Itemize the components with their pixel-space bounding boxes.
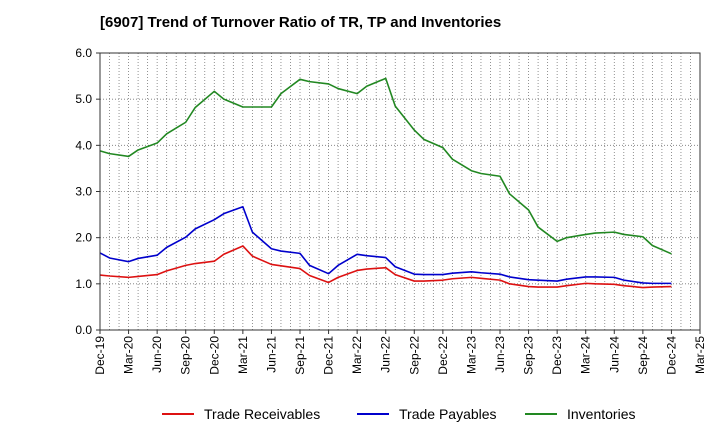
- x-tick-label: Mar-22: [350, 336, 364, 374]
- x-tick-label: Dec-24: [664, 336, 678, 375]
- x-tick-label: Sep-23: [522, 336, 536, 375]
- plot-frame: [99, 52, 701, 331]
- x-tick-label: Sep-24: [636, 336, 650, 375]
- legend-label-trade-receivables: Trade Receivables: [204, 406, 320, 422]
- series-line-trade-payables: [99, 205, 672, 285]
- x-tick-label: Dec-21: [322, 336, 336, 375]
- y-tick-label: 6.0: [75, 46, 92, 60]
- x-tick-label: Dec-20: [207, 336, 221, 375]
- series-line-inventories: [99, 77, 672, 255]
- x-tick-label: Jun-22: [379, 336, 393, 373]
- x-tick-label: Dec-19: [93, 336, 107, 375]
- y-tick-label: 1.0: [75, 277, 92, 291]
- legend: Trade Receivables Trade Payables Inventori…: [162, 406, 635, 422]
- chart-title: [6907] Trend of Turnover Ratio of TR, TP…: [100, 14, 502, 31]
- x-tick-label: Jun-20: [150, 336, 164, 373]
- x-tick-label: Mar-20: [122, 336, 136, 374]
- series-line-trade-receivables: [99, 245, 672, 289]
- y-tick-label: 5.0: [75, 92, 92, 106]
- x-tick-label: Mar-23: [464, 336, 478, 374]
- y-tick-label: 2.0: [75, 231, 92, 245]
- x-tick-label: Dec-23: [550, 336, 564, 375]
- series-layer: [99, 77, 672, 289]
- x-tick-label: Sep-21: [293, 336, 307, 375]
- x-tick-label: Sep-22: [407, 336, 421, 375]
- y-tick-label: 3.0: [75, 185, 92, 199]
- x-tick-label: Jun-23: [493, 336, 507, 373]
- x-tick-label: Dec-22: [436, 336, 450, 375]
- x-tick-label: Mar-24: [579, 336, 593, 374]
- x-tick-label: Mar-21: [236, 336, 250, 374]
- y-tick-label: 0.0: [75, 323, 92, 337]
- y-tick-label: 4.0: [75, 138, 92, 152]
- x-tick-label: Mar-25: [693, 336, 707, 374]
- x-tick-label: Jun-21: [264, 336, 278, 373]
- legend-label-inventories: Inventories: [567, 406, 635, 422]
- y-axis: 0.0 1.0 2.0 3.0 4.0 5.0 6.0: [75, 46, 100, 337]
- legend-label-trade-payables: Trade Payables: [399, 406, 497, 422]
- x-tick-label: Sep-20: [179, 336, 193, 375]
- grid-layer: [100, 53, 700, 330]
- x-tick-label: Jun-24: [607, 336, 621, 373]
- x-axis: Dec-19 Mar-20 Jun-20 Sep-20 Dec-20 Mar-21 Jun-…: [93, 330, 707, 375]
